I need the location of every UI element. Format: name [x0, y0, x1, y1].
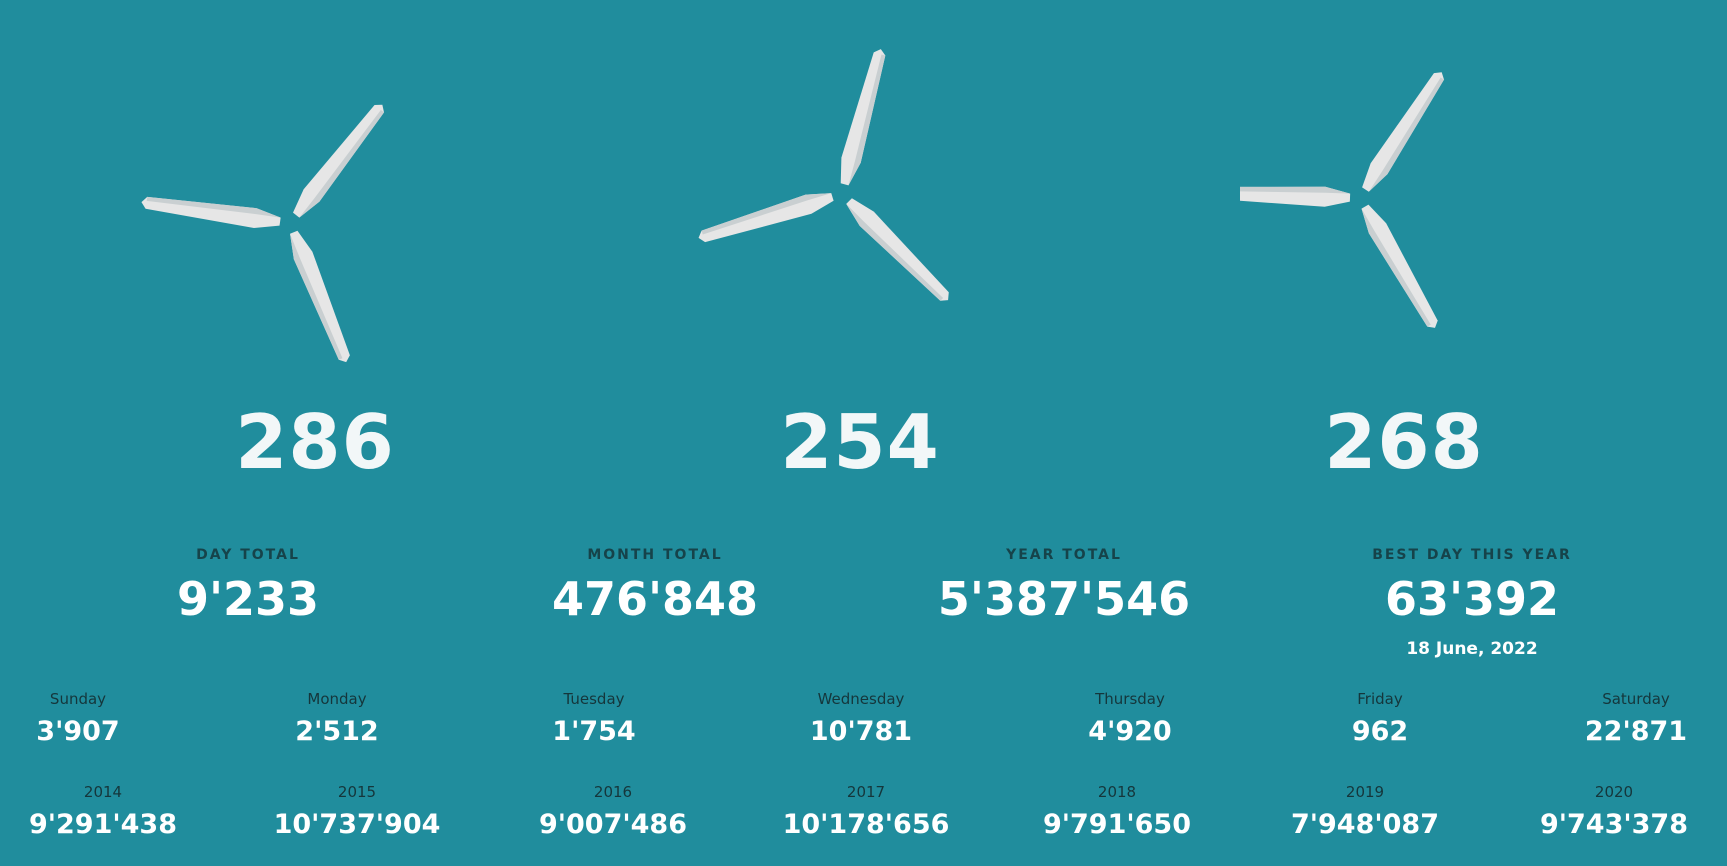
- weekday-value: 1'754: [552, 716, 636, 747]
- weekday-value: 22'871: [1584, 716, 1688, 747]
- turbine-rotor-icon: [698, 49, 949, 301]
- year-label: 2016: [593, 783, 633, 801]
- month-total-label: MONTH TOTAL: [587, 547, 723, 563]
- year-value: 10'737'904: [273, 809, 441, 840]
- year-label: 2015: [337, 783, 377, 801]
- day-total-label: DAY TOTAL: [196, 547, 300, 563]
- year-label: 2014: [83, 783, 123, 801]
- year-label: 2019: [1345, 783, 1385, 801]
- weekday-value: 962: [1351, 716, 1409, 747]
- weekday-label: Saturday: [1602, 690, 1670, 708]
- year-label: 2020: [1594, 783, 1634, 801]
- best-day-value: 63'392: [1384, 572, 1560, 626]
- turbine-3-value: 268: [1324, 398, 1484, 486]
- weekday-value: 2'512: [295, 716, 379, 747]
- year-value: 10'178'656: [782, 809, 950, 840]
- weekday-value: 10'781: [809, 716, 913, 747]
- turbine-rotor-icon: [1240, 72, 1445, 328]
- day-total-value: 9'233: [176, 572, 320, 626]
- weekday-label: Monday: [307, 690, 367, 708]
- year-label: 2017: [846, 783, 886, 801]
- year-total-label: YEAR TOTAL: [1006, 547, 1122, 563]
- turbine-3: [1240, 30, 1560, 350]
- year-value: 9'743'378: [1539, 809, 1689, 840]
- month-total-value: 476'848: [551, 572, 759, 626]
- best-day-label: BEST DAY THIS YEAR: [1372, 547, 1572, 563]
- year-value: 7'948'087: [1290, 809, 1440, 840]
- weekday-value: 3'907: [36, 716, 120, 747]
- weekday-label: Friday: [1357, 690, 1403, 708]
- year-total-value: 5'387'546: [937, 572, 1191, 626]
- turbine-rotor-icon: [141, 104, 384, 363]
- weekday-label: Thursday: [1095, 690, 1165, 708]
- weekday-label: Wednesday: [817, 690, 905, 708]
- year-value: 9'291'438: [28, 809, 178, 840]
- weekday-label: Sunday: [49, 690, 107, 708]
- year-label: 2018: [1097, 783, 1137, 801]
- turbine-2: [690, 10, 1010, 330]
- year-value: 9'007'486: [538, 809, 688, 840]
- weekday-label: Tuesday: [563, 690, 625, 708]
- weekday-value: 4'920: [1088, 716, 1172, 747]
- year-value: 9'791'650: [1042, 809, 1192, 840]
- turbine-1-value: 286: [235, 398, 395, 486]
- turbine-2-value: 254: [780, 398, 940, 486]
- best-day-date: 18 June, 2022: [1406, 639, 1538, 659]
- turbine-1: [132, 60, 452, 380]
